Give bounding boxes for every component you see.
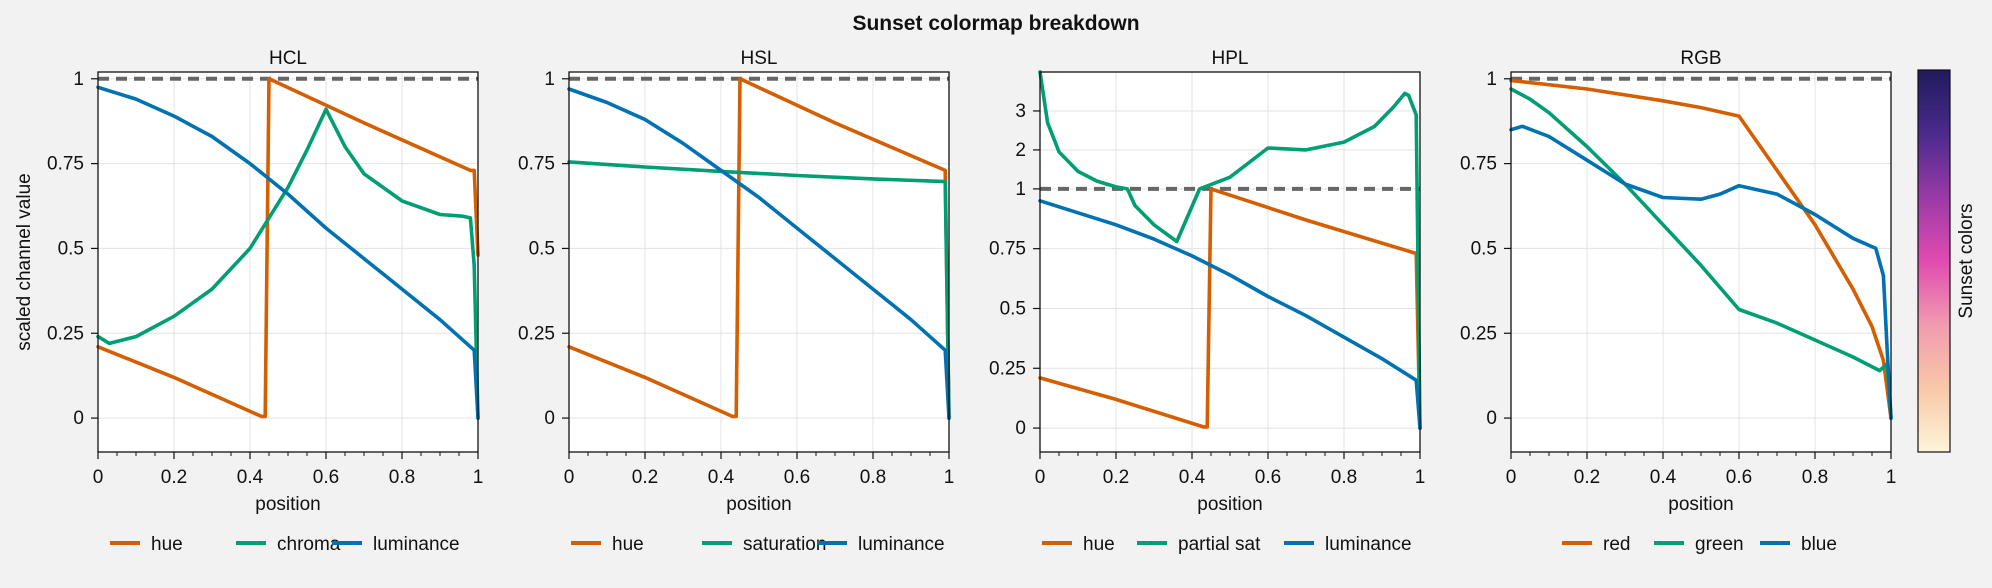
series-line-green	[1509, 87, 1893, 420]
y-tick-label: 0.5	[1000, 298, 1026, 319]
y-tick-label: 0.25	[989, 358, 1026, 379]
series-line-red	[1509, 78, 1893, 420]
legend-label: luminance	[858, 534, 945, 555]
x-tick-label: 0.6	[1726, 467, 1752, 488]
x-tick-label: 0.8	[389, 467, 415, 488]
panel-hcl: 0 0.2 0.4 0.6 0.8 1 0 0.25 0.5 0.75 1 HCL position sc…	[14, 48, 483, 555]
x-axis-label: position	[255, 494, 321, 515]
series-line-saturation	[567, 160, 951, 420]
y-tick-label: 0.25	[47, 323, 84, 344]
panel-title: HPL	[1212, 48, 1249, 69]
panel-title: RGB	[1680, 48, 1721, 69]
legend-label: saturation	[743, 534, 826, 555]
colorbar-label: Sunset colors	[1956, 203, 1977, 318]
legend-label: hue	[1083, 534, 1115, 555]
x-axis-label: position	[1197, 494, 1263, 515]
legend-label: green	[1695, 534, 1744, 555]
x-tick-label: 0.8	[860, 467, 886, 488]
x-tick-label: 1	[1886, 467, 1897, 488]
x-tick-label: 0	[93, 467, 104, 488]
x-tick-label: 0.2	[1103, 467, 1129, 488]
y-axis-label: scaled channel value	[14, 173, 35, 350]
legend-label: hue	[151, 534, 183, 555]
x-axis-label: position	[1668, 494, 1734, 515]
x-tick-label: 0.4	[708, 467, 735, 488]
x-tick-label: 0.2	[632, 467, 658, 488]
y-tick-label: 0.75	[1460, 154, 1497, 175]
y-tick-label: 0	[73, 408, 84, 429]
series-line-blue	[1509, 124, 1893, 420]
y-tick-label: 0.75	[989, 239, 1026, 260]
colorbar	[1917, 69, 1951, 453]
series-line-hue	[96, 77, 480, 419]
y-tick-label: 0	[1486, 408, 1497, 429]
y-tick-label: 3	[1015, 101, 1026, 122]
series-line-luminance	[567, 87, 951, 420]
legend-label: blue	[1801, 534, 1837, 555]
legend-label: partial sat	[1178, 534, 1261, 555]
series-line-hue	[1038, 187, 1422, 430]
x-tick-label: 0.8	[1802, 467, 1828, 488]
panel-title: HSL	[741, 48, 778, 69]
panel-hsl: 0 0.2 0.4 0.6 0.8 1 0 0.25 0.5 0.75 1 HSL position hu…	[518, 48, 954, 555]
x-tick-label: 1	[944, 467, 955, 488]
y-tick-label: 2	[1015, 140, 1026, 161]
legend-label: hue	[612, 534, 644, 555]
x-tick-label: 0.6	[784, 467, 810, 488]
x-tick-label: 1	[1415, 467, 1426, 488]
y-tick-label: 0.5	[529, 238, 555, 259]
figure-title: Sunset colormap breakdown	[852, 12, 1139, 35]
panel-title: HCL	[269, 48, 307, 69]
y-tick-label: 0.5	[1471, 238, 1497, 259]
panel-hpl: 0 0.2 0.4 0.6 0.8 1 0 0.25 0.5 0.75 1 2 3 HPL position…	[989, 48, 1425, 555]
legend-label: chroma	[277, 534, 341, 555]
x-tick-label: 0.4	[237, 467, 264, 488]
y-tick-label: 0	[544, 408, 555, 429]
panel-rgb: 0 0.2 0.4 0.6 0.8 1 0 0.25 0.5 0.75 1 RGB position re…	[1460, 48, 1896, 555]
y-tick-label: 1	[1015, 179, 1026, 200]
y-tick-label: 1	[544, 69, 555, 90]
series-line-chroma	[96, 107, 480, 420]
x-tick-label: 0.8	[1331, 467, 1357, 488]
series-line-hue	[567, 77, 951, 420]
x-tick-label: 0	[564, 467, 575, 488]
x-tick-label: 1	[473, 467, 484, 488]
y-tick-label: 0.5	[58, 238, 84, 259]
x-tick-label: 0.6	[313, 467, 339, 488]
legend-label: luminance	[1325, 534, 1412, 555]
x-tick-label: 0.4	[1179, 467, 1206, 488]
series-line-partial-sat	[1038, 70, 1422, 430]
y-tick-label: 1	[1486, 69, 1497, 90]
series-line-luminance	[96, 85, 480, 420]
series-line-luminance	[1038, 199, 1422, 430]
y-tick-label: 0	[1015, 418, 1026, 439]
y-tick-label: 1	[73, 69, 84, 90]
x-tick-label: 0.6	[1255, 467, 1281, 488]
panels: 0 0.2 0.4 0.6 0.8 1 0 0.25 0.5 0.75 1 HCL position sc…	[14, 48, 1896, 555]
plot-area	[98, 72, 478, 452]
plot-area	[569, 72, 949, 452]
x-tick-label: 0.2	[1574, 467, 1600, 488]
y-tick-label: 0.75	[518, 154, 555, 175]
x-tick-label: 0	[1035, 467, 1046, 488]
legend-label: luminance	[373, 534, 460, 555]
x-tick-label: 0	[1506, 467, 1517, 488]
x-tick-label: 0.4	[1650, 467, 1677, 488]
y-tick-label: 0.25	[1460, 323, 1497, 344]
x-axis-label: position	[726, 494, 792, 515]
legend-label: red	[1603, 534, 1630, 555]
y-tick-label: 0.75	[47, 154, 84, 175]
y-tick-label: 0.25	[518, 323, 555, 344]
x-tick-label: 0.2	[161, 467, 187, 488]
